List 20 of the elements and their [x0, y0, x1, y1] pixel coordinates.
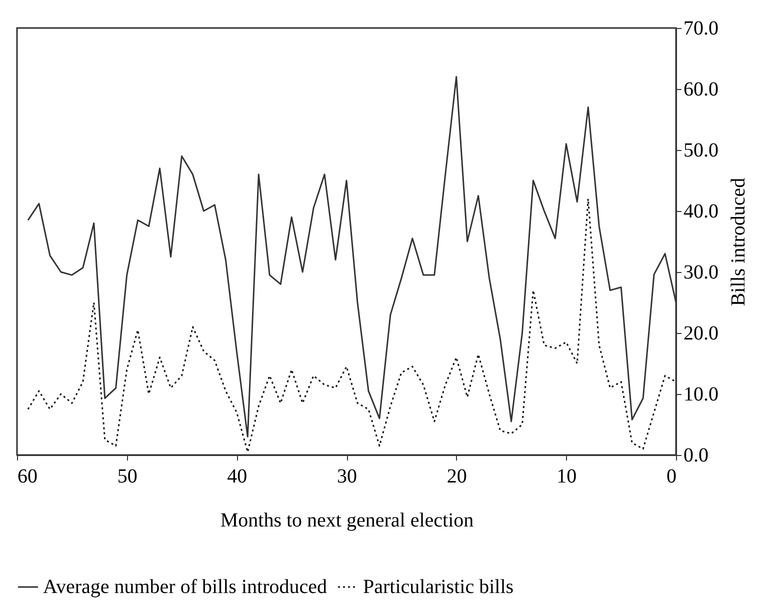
y-tick-label: 10.0	[684, 384, 718, 406]
y-tick-label: 30.0	[684, 262, 718, 284]
x-tick-label: 10	[556, 466, 577, 488]
y-tick-label: 50.0	[684, 140, 718, 162]
x-tick-label: 0	[666, 466, 676, 488]
x-tick-label: 30	[337, 466, 357, 488]
legend-label: Particularistic bills	[363, 576, 514, 598]
x-tick-label: 20	[446, 466, 467, 488]
y-axis-title: Bills introduced	[728, 178, 750, 306]
line-series	[27, 198, 676, 453]
x-axis-title: Months to next general election	[220, 510, 474, 532]
x-tick-label: 40	[227, 466, 248, 488]
legend-label: Average number of bills introduced	[43, 576, 327, 598]
y-tick-label: 60.0	[684, 78, 718, 100]
y-tick-label: 0.0	[684, 444, 708, 466]
x-tick-label: 60	[18, 466, 38, 488]
y-tick-label: 20.0	[684, 322, 718, 344]
x-tick-label: 50	[117, 466, 138, 488]
y-tick-label: 70.0	[684, 18, 718, 40]
y-tick-label: 40.0	[684, 200, 718, 222]
